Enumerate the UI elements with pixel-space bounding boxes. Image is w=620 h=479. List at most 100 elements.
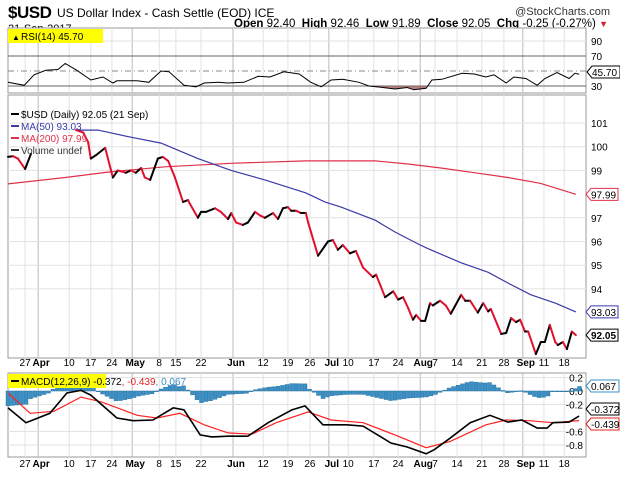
price-segment bbox=[407, 306, 414, 321]
x-tick-label: 10 bbox=[343, 459, 355, 470]
macd-histogram-bar bbox=[109, 390, 114, 399]
high-value: 92.46 bbox=[330, 18, 360, 30]
price-segment bbox=[349, 249, 357, 255]
macd-histogram-bar bbox=[361, 390, 366, 395]
macd-histogram-bar bbox=[460, 383, 465, 392]
x-tick-label: 21 bbox=[476, 358, 488, 369]
macd-histogram-bar bbox=[464, 382, 470, 392]
price-segment bbox=[307, 221, 320, 257]
price-segment bbox=[272, 212, 279, 220]
macd-histogram-bar bbox=[545, 390, 551, 397]
price-segment bbox=[304, 212, 310, 224]
macd-histogram-bar bbox=[127, 390, 132, 399]
macd-histogram-bar bbox=[262, 387, 267, 392]
macd-histogram-bar bbox=[136, 390, 141, 397]
price-segment bbox=[510, 317, 518, 324]
macd-histogram-bar bbox=[518, 390, 524, 392]
macd-signal-line bbox=[7, 392, 580, 449]
macd-histogram-bar bbox=[239, 390, 245, 394]
x-tick-label: 19 bbox=[282, 459, 294, 470]
price-segment bbox=[16, 157, 27, 170]
macd-histogram-bar bbox=[298, 383, 303, 392]
macd-histogram-bar bbox=[437, 390, 443, 393]
rsi-panel bbox=[7, 27, 587, 94]
macd-histogram-bar bbox=[154, 390, 159, 392]
low-label: Low bbox=[365, 18, 389, 30]
price-last-tag bbox=[585, 305, 619, 319]
macd-histogram-bar bbox=[347, 390, 353, 395]
macd-y-tick-label: -0.6 bbox=[566, 428, 584, 439]
close-value: 92.05 bbox=[461, 18, 491, 30]
macd-histogram-bar bbox=[338, 390, 344, 396]
price-segment bbox=[482, 302, 490, 313]
macd-histogram-bar bbox=[532, 390, 537, 397]
x-tick-label: 17 bbox=[85, 459, 97, 470]
price-segment bbox=[149, 157, 159, 181]
macd-histogram-bar bbox=[469, 381, 474, 392]
x-tick-label: 17 bbox=[368, 358, 380, 369]
macd-histogram-bar bbox=[14, 390, 20, 406]
ma200-line bbox=[7, 160, 577, 195]
macd-last-tag bbox=[585, 417, 620, 431]
macd-legend: MACD(12,26,9) -0.372, -0.439, 0.067 bbox=[21, 377, 187, 388]
macd-histogram-bar bbox=[230, 390, 236, 395]
price-segment bbox=[116, 169, 127, 174]
macd-histogram-bar bbox=[221, 390, 227, 397]
macd-histogram-bar bbox=[185, 389, 191, 392]
macd-legend-part: -0.372 bbox=[93, 377, 122, 388]
macd-histogram-bar bbox=[5, 390, 11, 407]
price-segment bbox=[104, 146, 114, 179]
price-last-tag bbox=[585, 328, 619, 342]
macd-histogram-bar bbox=[271, 386, 276, 392]
macd-histogram-bar bbox=[118, 390, 123, 401]
macd-histogram-bar bbox=[482, 382, 488, 392]
x-tick-label: 8 bbox=[156, 459, 162, 470]
macd-histogram-bar bbox=[41, 390, 47, 395]
price-segment bbox=[476, 302, 485, 314]
down-arrow-icon: ▼ bbox=[599, 19, 608, 29]
macd-histogram-bar bbox=[410, 390, 416, 399]
macd-y-tick-label: -0.8 bbox=[566, 441, 584, 452]
high-label: High bbox=[301, 18, 328, 30]
macd-histogram-bar bbox=[334, 390, 339, 396]
macd-histogram-bar bbox=[91, 388, 96, 392]
macd-histogram-bar bbox=[424, 390, 429, 398]
price-segment bbox=[336, 244, 344, 251]
macd-histogram-bar bbox=[572, 388, 578, 392]
price-segment bbox=[460, 293, 467, 302]
macd-histogram-bar bbox=[325, 390, 330, 398]
macd-histogram-bar bbox=[329, 390, 335, 396]
macd-histogram-bar bbox=[113, 390, 119, 402]
copyright[interactable]: @StockCharts.com bbox=[515, 6, 610, 18]
macd-histogram-bar bbox=[46, 390, 51, 394]
price-segment bbox=[354, 249, 365, 269]
price-segment bbox=[24, 152, 32, 170]
macd-histogram-bar bbox=[176, 386, 182, 392]
x-tick-label: Jun bbox=[227, 459, 245, 470]
macd-histogram-bar bbox=[442, 389, 447, 392]
macd-last-label: 0.067 bbox=[591, 382, 616, 393]
symbol: $USD bbox=[8, 3, 52, 22]
ma200-legend: MA(200) 97.99 bbox=[21, 134, 88, 145]
macd-histogram-bar bbox=[428, 390, 434, 397]
macd-histogram-bar bbox=[37, 390, 42, 397]
macd-histogram-bar bbox=[550, 390, 555, 393]
x-tick-label: Apr bbox=[33, 358, 50, 369]
price-segment bbox=[89, 153, 98, 160]
macd-histogram-bar bbox=[190, 390, 195, 396]
macd-histogram-bar bbox=[293, 383, 299, 392]
macd-histogram-bar bbox=[559, 390, 564, 393]
macd-histogram-bar bbox=[145, 390, 150, 395]
ohlc-summary: Open 92.40 High 92.46 Low 91.89 Close 92… bbox=[234, 18, 608, 30]
x-tick-label: 18 bbox=[559, 358, 571, 369]
x-tick-label: Apr bbox=[33, 459, 50, 470]
macd-histogram-bar bbox=[311, 390, 317, 393]
price-segment bbox=[134, 167, 143, 174]
price-segment bbox=[263, 212, 275, 219]
price-segment bbox=[424, 302, 432, 322]
x-tick-label: 24 bbox=[106, 459, 118, 470]
macd-histogram-bar bbox=[316, 390, 321, 396]
price-segment bbox=[384, 290, 395, 299]
price-segment bbox=[317, 240, 329, 257]
macd-histogram-bar bbox=[365, 390, 371, 396]
